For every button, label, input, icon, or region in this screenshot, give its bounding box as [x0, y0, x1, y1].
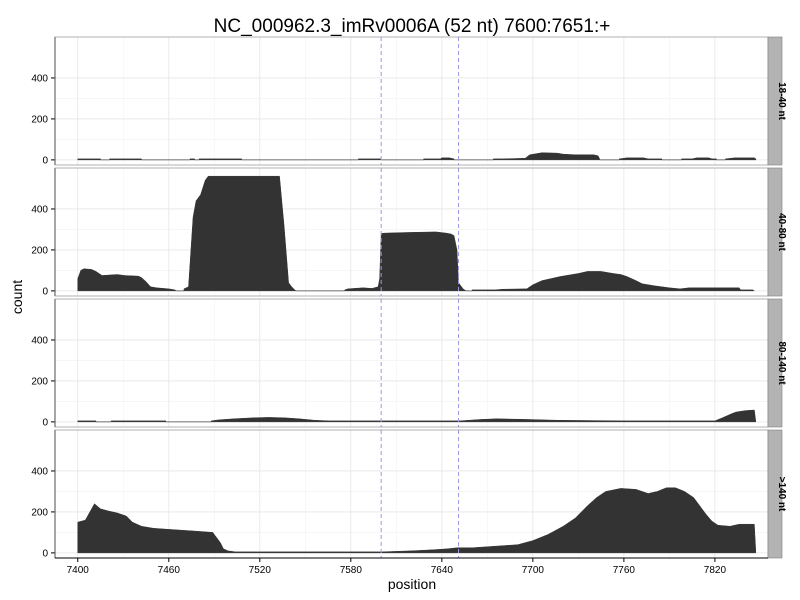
- y-tick-label: 400: [31, 335, 48, 346]
- facet-strip: [767, 36, 783, 166]
- facet-panel: 0 200 400 >140 nt: [31, 429, 787, 559]
- y-tick-label: 400: [31, 204, 48, 215]
- panel-background: [55, 37, 768, 165]
- y-tick-label: 400: [31, 466, 48, 477]
- facet-panel: 0 200 400 18-40 nt: [31, 36, 787, 166]
- x-tick-label: 7760: [613, 565, 636, 576]
- x-tick-label: 7640: [431, 565, 454, 576]
- coverage-area: [77, 487, 757, 554]
- coverage-area: [77, 175, 756, 292]
- y-tick-label: 0: [42, 286, 48, 297]
- y-tick-label: 0: [42, 548, 48, 559]
- facet-strip: [767, 298, 783, 428]
- facet-strip-label: 18-40 nt: [776, 82, 787, 120]
- y-tick-label: 200: [31, 507, 48, 518]
- x-tick-label: 7520: [249, 565, 272, 576]
- y-tick-label: 200: [31, 376, 48, 387]
- facet-strip-label: 40-80 nt: [776, 213, 787, 251]
- facet-panel: 0 200 400 40-80 nt: [31, 167, 787, 297]
- x-tick-label: 7580: [340, 565, 363, 576]
- facet-strip: [767, 429, 783, 559]
- chart-title: NC_000962.3_imRv0006A (52 nt) 7600:7651:…: [214, 16, 611, 37]
- y-tick-label: 200: [31, 114, 48, 125]
- y-tick-label: 200: [31, 245, 48, 256]
- x-tick-label: 7460: [158, 565, 181, 576]
- coverage-area: [77, 152, 757, 161]
- panel-background: [55, 299, 768, 427]
- facet-strip: [767, 167, 783, 297]
- facet-panels: 0 200 400 18-40 nt 0 200 400 40-80 nt 0 200 400 80-…: [31, 36, 787, 559]
- facet-panel: 0 200 400 80-140 nt: [31, 298, 787, 428]
- x-tick-label: 7400: [67, 565, 90, 576]
- coverage-area: [77, 409, 757, 423]
- y-tick-label: 0: [42, 417, 48, 428]
- y-tick-label: 0: [42, 155, 48, 166]
- x-axis: 7400 7460 7520 7580 7640 7700 7760 7820: [55, 557, 768, 576]
- facet-strip-label: 80-140 nt: [776, 341, 787, 385]
- x-axis-title: position: [388, 576, 436, 592]
- facet-strip-label: >140 nt: [776, 477, 787, 512]
- y-tick-label: 400: [31, 73, 48, 84]
- x-tick-label: 7700: [522, 565, 545, 576]
- y-axis-title: count: [9, 280, 25, 314]
- x-tick-label: 7820: [704, 565, 727, 576]
